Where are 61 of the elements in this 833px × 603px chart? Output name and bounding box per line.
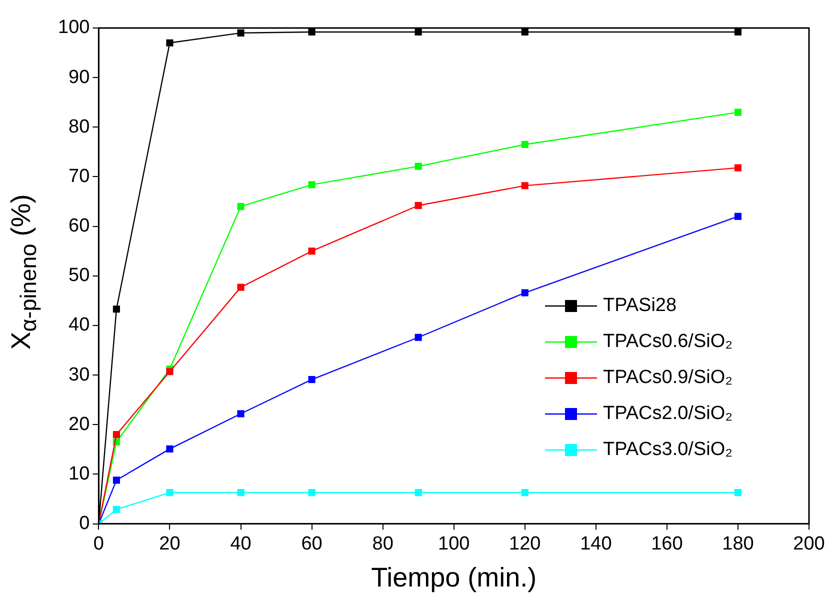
x-tick-label: 0 xyxy=(93,533,104,554)
point xyxy=(414,162,422,170)
point xyxy=(734,108,742,116)
x-tick-label: 60 xyxy=(301,533,322,554)
x-tick-label: 200 xyxy=(793,533,825,554)
point xyxy=(237,489,244,496)
point xyxy=(521,140,528,148)
x-tick-label: 160 xyxy=(651,533,683,554)
point xyxy=(308,28,316,36)
point xyxy=(237,202,244,210)
point xyxy=(308,248,316,255)
y-tick-label: 50 xyxy=(68,265,90,286)
point xyxy=(521,28,528,36)
x-tick-label: 20 xyxy=(159,533,180,554)
point xyxy=(414,28,422,36)
point xyxy=(734,212,742,220)
point xyxy=(112,306,120,313)
point xyxy=(414,202,422,210)
point xyxy=(166,39,174,46)
point xyxy=(414,334,422,341)
point xyxy=(521,289,528,296)
point xyxy=(112,431,120,438)
x-tick-label: 140 xyxy=(580,533,612,554)
legend-label: TPACs0.6/SiO₂ xyxy=(603,331,733,353)
point xyxy=(308,376,316,384)
y-tick-label: 30 xyxy=(68,364,90,386)
point xyxy=(734,164,742,172)
point xyxy=(166,489,174,496)
legend-label: TPACs3.0/SiO₂ xyxy=(603,439,733,461)
x-tick-label: 100 xyxy=(438,533,470,554)
x-tick-label: 80 xyxy=(372,533,394,554)
point xyxy=(112,506,120,513)
x-axis-title: Tiempo (min.) xyxy=(371,562,537,592)
point xyxy=(734,28,742,36)
point xyxy=(237,410,244,418)
y-tick-label: 10 xyxy=(68,463,90,484)
y-tick-label: 40 xyxy=(68,314,90,336)
legend-label: TPACs2.0/SiO₂ xyxy=(603,403,733,425)
legend-label: TPASi28 xyxy=(603,295,677,317)
point xyxy=(734,489,742,496)
y-tick-label: 70 xyxy=(68,166,90,187)
point xyxy=(112,476,120,484)
y-tick-label: 0 xyxy=(79,513,90,534)
point xyxy=(308,181,316,188)
y-tick-label: 90 xyxy=(68,66,90,88)
point xyxy=(521,182,528,190)
y-tick-label: 80 xyxy=(68,116,90,138)
y-tick-label: 20 xyxy=(68,414,90,435)
x-tick-label: 40 xyxy=(230,533,252,554)
point xyxy=(166,445,174,452)
point xyxy=(414,489,422,496)
y-tick-label: 60 xyxy=(68,216,90,237)
y-tick-label: 100 xyxy=(58,17,90,38)
point xyxy=(166,368,174,376)
point xyxy=(237,29,244,36)
point xyxy=(521,489,528,496)
x-tick-label: 180 xyxy=(722,533,754,554)
point xyxy=(308,489,316,496)
x-tick-label: 120 xyxy=(509,533,541,554)
point xyxy=(237,284,244,291)
legend-label: TPACs0.9/SiO₂ xyxy=(603,367,733,389)
